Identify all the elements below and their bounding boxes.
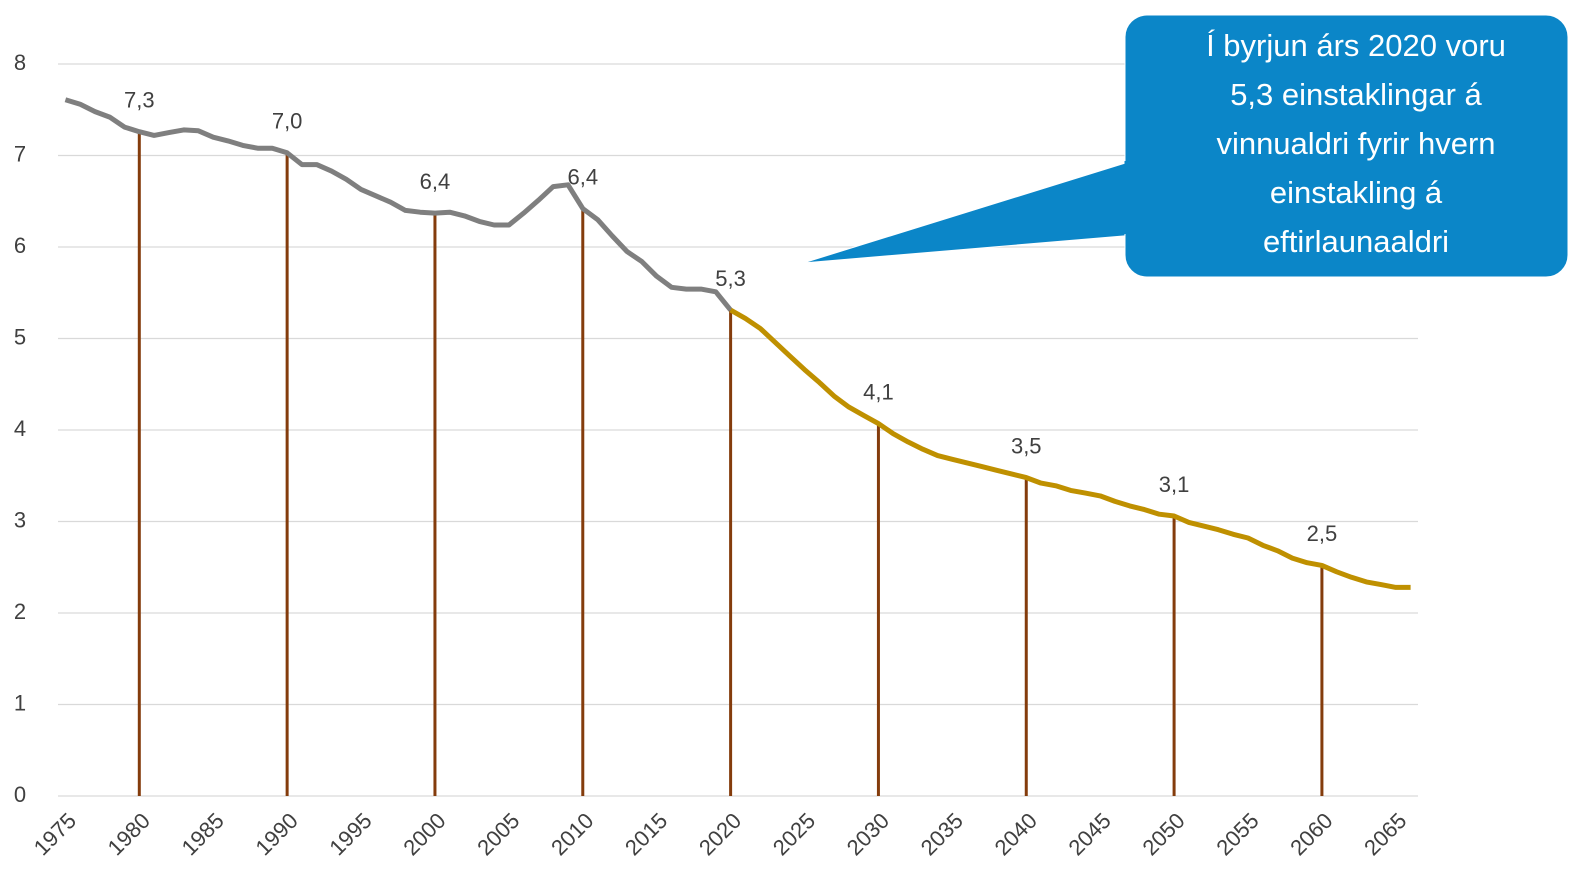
x-tick-label: 2030	[842, 808, 894, 860]
y-tick-label: 7	[14, 141, 26, 166]
y-tick-label: 8	[14, 50, 26, 75]
x-tick-label: 2000	[398, 808, 450, 860]
data-label: 3,5	[1011, 433, 1042, 458]
x-tick-label: 2005	[472, 808, 524, 860]
y-tick-label: 1	[14, 690, 26, 715]
y-tick-label: 6	[14, 233, 26, 258]
callout-text: vinnualdri fyrir hvern	[1216, 126, 1495, 161]
x-tick-label: 1995	[324, 808, 376, 860]
x-tick-label: 1985	[177, 808, 229, 860]
data-label: 2,5	[1307, 521, 1338, 546]
y-tick-label: 4	[14, 416, 26, 441]
callout-text: eftirlaunaaldri	[1263, 224, 1449, 259]
x-tick-label: 2035	[916, 808, 968, 860]
x-tick-label: 2015	[620, 808, 672, 860]
callout-text: Í byrjun árs 2020 voru	[1206, 28, 1506, 63]
callout-box	[1124, 14, 1569, 278]
callout-text: einstakling á	[1270, 175, 1443, 210]
data-label: 3,1	[1159, 472, 1190, 497]
line-series	[729, 307, 1411, 590]
data-label: 7,3	[124, 88, 155, 113]
x-tick-label: 1975	[29, 808, 81, 860]
x-tick-label: 2020	[694, 808, 746, 860]
x-tick-label: 2060	[1285, 808, 1337, 860]
y-tick-label: 2	[14, 599, 26, 624]
data-label: 6,4	[420, 169, 451, 194]
x-tick-label: 2010	[546, 808, 598, 860]
x-tick-label: 2050	[1137, 808, 1189, 860]
x-tick-label: 2065	[1359, 808, 1411, 860]
x-tick-label: 2025	[768, 808, 820, 860]
line-series	[64, 97, 733, 312]
x-tick-label: 2045	[1064, 808, 1116, 860]
data-label: 6,4	[567, 164, 598, 189]
y-tick-label: 0	[14, 782, 26, 807]
data-label: 5,3	[715, 266, 746, 291]
grid	[58, 63, 1418, 797]
x-tick-label: 1990	[250, 808, 302, 860]
x-tick-label: 2040	[990, 808, 1042, 860]
y-tick-label: 5	[14, 324, 26, 349]
x-tick-label: 2055	[1211, 808, 1263, 860]
callout-text: 5,3 einstaklingar á	[1230, 77, 1482, 112]
x-tick-label: 1980	[103, 808, 155, 860]
data-label: 4,1	[863, 379, 894, 404]
data-label: 7,0	[272, 109, 303, 134]
y-tick-label: 3	[14, 507, 26, 532]
